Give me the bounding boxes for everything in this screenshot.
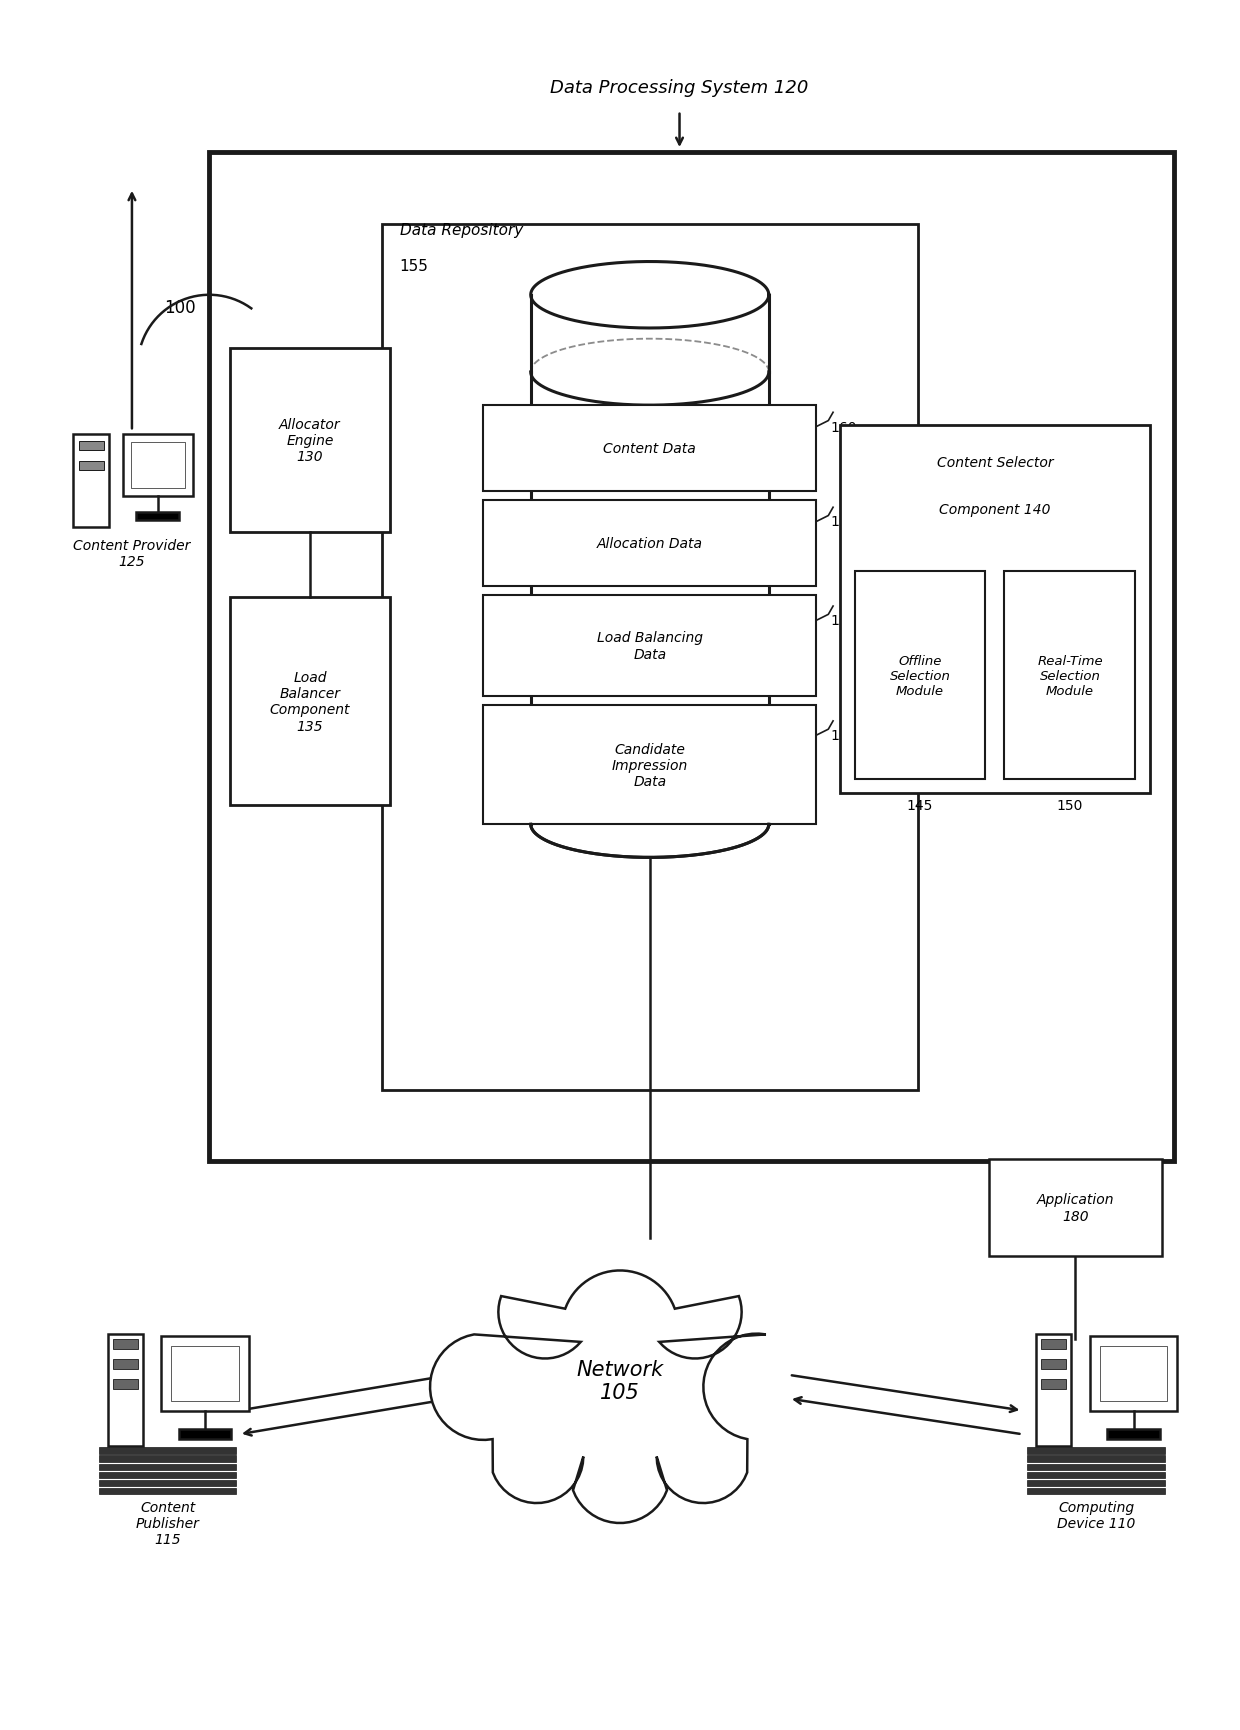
Text: Content Provider
125: Content Provider 125 — [73, 538, 191, 569]
Text: 150: 150 — [1056, 799, 1084, 813]
Text: Content
Publisher
115: Content Publisher 115 — [135, 1500, 200, 1547]
FancyBboxPatch shape — [171, 1346, 239, 1401]
FancyBboxPatch shape — [113, 1360, 138, 1368]
FancyBboxPatch shape — [382, 225, 918, 1090]
FancyBboxPatch shape — [990, 1159, 1162, 1256]
Text: Offline
Selection
Module: Offline Selection Module — [889, 654, 950, 697]
FancyBboxPatch shape — [99, 1488, 237, 1495]
Text: 155: 155 — [399, 258, 429, 273]
FancyBboxPatch shape — [841, 426, 1149, 794]
Text: Allocator
Engine
130: Allocator Engine 130 — [279, 417, 341, 464]
FancyBboxPatch shape — [130, 443, 185, 490]
Text: Data Processing System 120: Data Processing System 120 — [551, 80, 808, 97]
FancyBboxPatch shape — [484, 595, 816, 697]
Text: Content Data: Content Data — [604, 441, 696, 455]
FancyBboxPatch shape — [161, 1337, 249, 1412]
FancyBboxPatch shape — [79, 441, 104, 450]
Text: 160: 160 — [831, 420, 857, 434]
FancyBboxPatch shape — [108, 1334, 143, 1446]
Polygon shape — [531, 263, 769, 329]
FancyBboxPatch shape — [123, 434, 193, 497]
FancyBboxPatch shape — [1028, 1448, 1164, 1453]
Text: Component 140: Component 140 — [939, 503, 1050, 517]
FancyBboxPatch shape — [1100, 1346, 1167, 1401]
FancyBboxPatch shape — [1090, 1337, 1178, 1412]
FancyBboxPatch shape — [1028, 1472, 1164, 1477]
Text: Load Balancing
Data: Load Balancing Data — [596, 631, 703, 661]
Text: Content Selector: Content Selector — [936, 455, 1053, 471]
FancyBboxPatch shape — [99, 1455, 237, 1462]
FancyBboxPatch shape — [484, 706, 816, 825]
FancyBboxPatch shape — [179, 1429, 232, 1439]
FancyBboxPatch shape — [113, 1379, 138, 1389]
Text: 170: 170 — [831, 614, 857, 628]
FancyBboxPatch shape — [229, 599, 391, 806]
Text: 165: 165 — [831, 516, 857, 529]
FancyBboxPatch shape — [1042, 1339, 1066, 1349]
FancyBboxPatch shape — [1028, 1488, 1164, 1495]
FancyBboxPatch shape — [1042, 1379, 1066, 1389]
FancyBboxPatch shape — [484, 500, 816, 586]
Text: Allocation Data: Allocation Data — [596, 536, 703, 550]
FancyBboxPatch shape — [1028, 1464, 1164, 1470]
FancyBboxPatch shape — [113, 1339, 138, 1349]
FancyBboxPatch shape — [1028, 1479, 1164, 1486]
Text: Real-Time
Selection
Module: Real-Time Selection Module — [1037, 654, 1102, 697]
FancyBboxPatch shape — [484, 407, 816, 491]
FancyBboxPatch shape — [1004, 573, 1136, 780]
Text: 100: 100 — [164, 299, 196, 317]
FancyBboxPatch shape — [99, 1448, 237, 1453]
Text: Computing
Device 110: Computing Device 110 — [1056, 1500, 1136, 1529]
FancyBboxPatch shape — [79, 462, 104, 471]
FancyBboxPatch shape — [1042, 1360, 1066, 1368]
Text: Load
Balancer
Component
135: Load Balancer Component 135 — [269, 671, 350, 734]
Text: Data Repository: Data Repository — [399, 223, 523, 237]
Polygon shape — [531, 296, 769, 372]
FancyBboxPatch shape — [99, 1479, 237, 1486]
Text: Candidate
Impression
Data: Candidate Impression Data — [611, 742, 688, 789]
Text: 175: 175 — [831, 728, 857, 742]
Polygon shape — [531, 339, 769, 407]
Text: Network
105: Network 105 — [577, 1360, 663, 1403]
FancyBboxPatch shape — [136, 512, 180, 521]
Text: 145: 145 — [906, 799, 934, 813]
Polygon shape — [531, 791, 769, 858]
FancyBboxPatch shape — [73, 434, 109, 528]
FancyBboxPatch shape — [1107, 1429, 1159, 1439]
FancyBboxPatch shape — [229, 349, 391, 533]
FancyBboxPatch shape — [854, 573, 986, 780]
FancyBboxPatch shape — [1028, 1455, 1164, 1462]
Text: Application
180: Application 180 — [1037, 1192, 1114, 1223]
FancyBboxPatch shape — [99, 1464, 237, 1470]
Polygon shape — [430, 1272, 766, 1522]
FancyBboxPatch shape — [210, 154, 1173, 1161]
FancyBboxPatch shape — [99, 1472, 237, 1477]
FancyBboxPatch shape — [1037, 1334, 1071, 1446]
